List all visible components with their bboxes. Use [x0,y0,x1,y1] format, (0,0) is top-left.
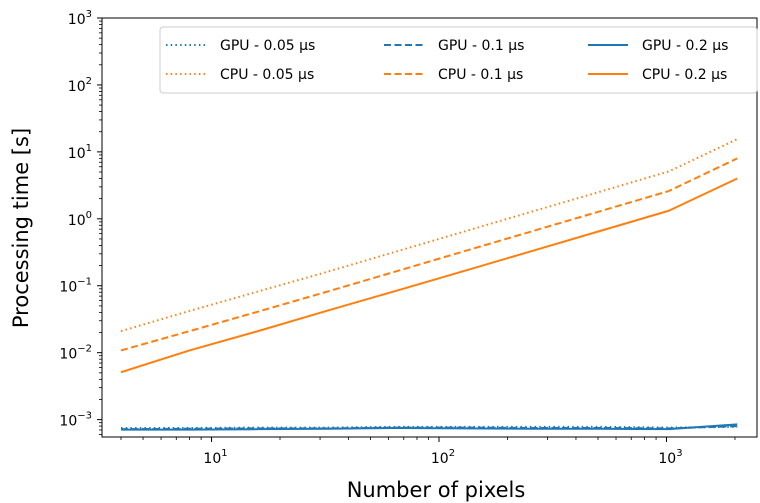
y-tick-label: 10−3 [59,411,92,430]
legend-label-1: GPU - 0.1 μs [438,38,524,54]
legend: GPU - 0.05 μs GPU - 0.1 μs GPU - 0.2 μs CPU… [159,26,758,94]
x-tick-label: 103 [658,448,682,467]
legend-box [159,26,758,94]
series-layer [120,138,738,431]
y-tick-label: 101 [68,143,92,162]
x-axis-label: Number of pixels [347,478,526,502]
series-line-2 [121,423,738,431]
legend-label-2: GPU - 0.2 μs [642,38,728,54]
legend-label-4: CPU - 0.1 μs [438,67,523,83]
series-line-4 [120,157,738,352]
legend-label-0: GPU - 0.05 μs [220,38,315,54]
y-tick-label: 10−2 [59,344,92,363]
y-tick-label: 102 [68,76,92,95]
plot-border [101,17,758,438]
legend-label-3: CPU - 0.05 μs [220,67,314,83]
y-tick-label: 103 [68,9,92,28]
series-line-5 [120,177,738,374]
x-tick-label: 101 [203,448,227,467]
legend-label-5: CPU - 0.2 μs [642,67,727,83]
series-line-0 [121,425,738,429]
y-axis-label: Processing time [s] [9,128,33,328]
y-tick-label: 10−1 [59,277,92,296]
plot-frame [101,17,758,438]
y-tick-label: 100 [68,210,92,229]
axis-layer: 101 102 103 10−3 10−2 10−1 100 101 102 103 [59,9,736,467]
series-line-3 [120,138,738,333]
x-tick-label: 102 [431,448,455,467]
